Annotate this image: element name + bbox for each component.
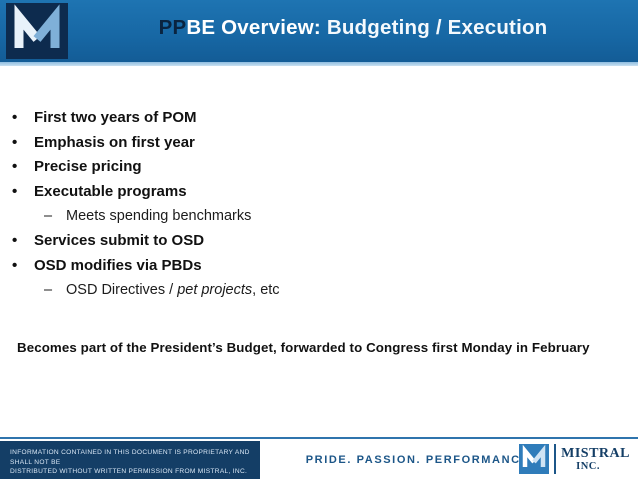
bullet-text-segment: Meets spending benchmarks [66,208,252,225]
title-overview: Overview: [215,16,327,39]
bullet-item: – Meets spending benchmarks [12,204,630,229]
disclaimer-line-2: DISTRIBUTED WITHOUT WRITTEN PERMISSION F… [10,468,248,475]
disclaimer-box: INFORMATION CONTAINED IN THIS DOCUMENT I… [0,441,260,479]
mistral-footer-logo-icon [519,444,550,474]
brand-name: MISTRAL [561,446,630,461]
header-bar: PPBE Overview: Budgeting / Execution [0,0,638,62]
bullet-text-italic-segment: pet projects [177,282,253,299]
bullet-text-segment: OSD modifies via PBDs [34,256,202,274]
title-subtitle: Budgeting / Execution [326,16,548,39]
tagline: PRIDE. PASSION. PERFORMANCE. [305,454,535,466]
footer-divider [0,437,638,439]
bullet-item: • Executable programs [12,180,630,205]
header-accent-strip [0,62,638,66]
bullet-marker: – [44,282,53,299]
bullet-list: • First two years of POM • Emphasis on firs… [12,106,630,303]
bullet-text-segment: OSD Directives / [66,282,178,299]
bullet-marker: • [12,133,18,151]
bullet-marker: • [12,231,18,249]
disclaimer-line-1: INFORMATION CONTAINED IN THIS DOCUMENT I… [10,449,250,466]
bullet-text: OSD Directives / pet projects, etc [66,278,280,303]
bullet-item: • Services submit to OSD [12,229,630,254]
brand-divider [554,444,557,474]
bullet-marker: • [12,182,18,200]
bullet-marker: • [12,109,18,126]
brand-text: MISTRAL INC. [561,446,630,472]
bullet-item: • First two years of POM [12,106,630,131]
bullet-text-segment: Emphasis on first year [34,133,195,151]
bullet-text-segment: , etc [252,282,280,299]
bullet-marker: • [12,158,18,176]
footer: INFORMATION CONTAINED IN THIS DOCUMENT I… [0,437,638,479]
bullet-marker: – [44,208,53,225]
bullet-text-segment: First two years of POM [34,109,197,126]
bullet-text: First two years of POM [34,106,197,131]
callout-text: Becomes part of the President’s Budget, … [17,340,590,355]
title-be: BE [186,16,216,39]
bullet-item: • Precise pricing [12,155,630,180]
bullet-text: Services submit to OSD [34,229,204,254]
bullet-text-segment: Services submit to OSD [34,231,205,249]
title-pp: PP [158,16,187,39]
bullet-text: Executable programs [34,180,187,205]
mistral-logo [6,3,68,59]
bullet-text: Emphasis on first year [34,131,195,156]
bullet-item: • OSD modifies via PBDs [12,254,630,279]
bullet-text: OSD modifies via PBDs [34,254,202,279]
bullet-item: – OSD Directives / pet projects, etc [12,278,630,303]
mistral-m-icon [6,3,68,59]
bullet-text: Meets spending benchmarks [66,204,251,229]
bullet-item: • Emphasis on first year [12,131,630,156]
bullet-text: Precise pricing [34,155,142,180]
bullet-text-segment: Precise pricing [34,158,142,176]
bullet-text-segment: Executable programs [34,182,187,200]
footer-brand: MISTRAL INC. [519,444,630,474]
brand-suffix: INC. [576,461,601,472]
slide-title: PPBE Overview: Budgeting / Execution [72,16,634,40]
bullet-marker: • [12,256,18,274]
